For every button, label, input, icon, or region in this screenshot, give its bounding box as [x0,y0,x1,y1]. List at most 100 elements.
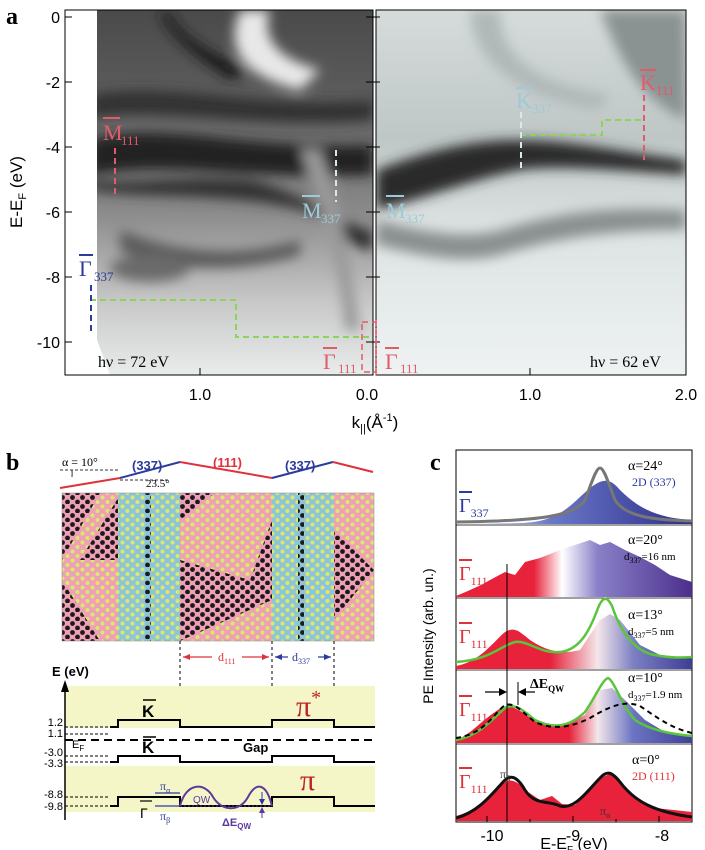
row-5-alpha: α=0° [632,753,660,768]
row-1-note: 2D (337) [632,475,676,489]
row-5-labels: Γ111 α=0° 2D (111) [459,753,675,796]
svg-text:1.1: 1.1 [48,728,63,740]
row-separators [456,524,692,745]
svg-text:337: 337 [405,211,425,226]
panel-a: a [6,4,697,435]
label-K111: K 111 [640,69,675,98]
svg-text:Γ: Γ [323,349,336,374]
delta-e-qw-label-b: ΔEQW [222,817,251,831]
row-2-alpha: α=20° [628,533,663,548]
label-G111-right: Γ 111 [385,347,419,376]
photon-energy-left: hν = 72 eV [98,354,169,371]
spectrum-row-3-fill [456,614,692,669]
pi-alpha-label-c: πα [600,804,611,820]
row-4-note: d337=1.9 nm [628,689,683,703]
pi-label: π [300,764,315,797]
label-K337: K 337 [516,87,552,116]
svg-text:d337: d337 [292,650,310,666]
energy-axis-label: E (eV) [52,664,89,679]
y-axis-ticks-a [65,16,687,375]
surface-profile [59,461,374,489]
spectrum-row-4-fit [456,676,692,742]
row-1-gamma: Γ337 [459,495,489,520]
panel-b: b α = 10° 23.5° (337) (111) (337) [6,450,375,831]
panel-c: c [420,449,693,850]
x-tick-labels-c: -10 -9 -8 [480,828,669,845]
y-axis-label-a: E-EF (eV) [7,156,29,228]
spectrum-row-4-dashed [456,702,692,739]
terrace-width-markers [179,641,335,686]
label-M337-right: M 337 [386,195,425,226]
row-3-gamma: Γ111 [459,626,488,651]
spectrum-row-3-fit [456,597,692,664]
svg-text:K: K [640,70,656,95]
arpes-image-left [64,9,374,376]
facet-label-337-right: (337) [285,458,315,473]
svg-text:-10: -10 [480,828,503,845]
point-labels-a: M 111 M 337 M 337 Γ 337 Γ 111 [79,69,675,376]
ytick-label: -8 [46,270,60,287]
energy-tick-labels: 1.2 1.1 -3.0 -3.3 -8.8 -9.8 [44,717,63,813]
svg-text:337: 337 [321,211,341,226]
row-labels: Γ337 α=24° 2D (337) Γ111 α=20° d337=16 n… [459,459,683,796]
dashed-guides-a [90,95,645,375]
spectrum-row-2-fill [456,540,692,597]
gamma-label: Γ [140,800,152,821]
x-axis-label-c: E-EF (eV) [540,836,607,850]
spectrum-row-5-fill [456,774,692,821]
row-4-alpha: α=10° [628,671,663,686]
quantum-well-sketch: QW πα πβ ΔEQW [155,779,273,831]
tilt-angle-label: α = 10° [62,455,98,469]
row-1-labels: Γ337 α=24° 2D (337) [459,459,676,520]
panel-letter-c: c [430,450,441,476]
arpes-image-right [375,9,687,376]
svg-text:111: 111 [400,361,419,376]
d111-arrow: d111 [183,648,269,666]
svg-text:Γ: Γ [385,349,398,374]
spectrum-row-4-fill [456,688,692,743]
svg-text:QW: QW [193,795,211,806]
y-axis-label-c: PE Intensity (arb. un.) [420,568,436,703]
xtick-label: 0.0 [356,387,378,404]
y-tick-labels-a: 0 -2 -4 -6 -8 -10 [37,10,60,352]
spectrum-row-1-fit [456,466,692,524]
x-tick-labels-a: 1.0 0.0 1.0 2.0 [189,387,697,404]
label-G337: Γ 337 [79,254,114,284]
step-angle-label: 23.5° [146,478,170,490]
label-M111: M 111 [103,117,140,148]
label-G111-left: Γ 111 [323,347,357,376]
x-ticks-c [486,816,660,822]
spectra [456,466,692,821]
svg-text:-3.3: -3.3 [44,758,63,770]
row-4-gamma: Γ111 [459,699,488,724]
svg-text:M: M [103,120,123,145]
panel-letter-a: a [6,4,18,30]
svg-text:K: K [142,702,155,721]
pi-alpha-label: πα [160,779,171,795]
svg-text:K: K [142,738,155,757]
d337-arrow: d337 [275,648,331,666]
ytick-label: -10 [37,335,60,352]
svg-text:-8.8: -8.8 [44,789,63,801]
facet-label-337-left: (337) [132,458,162,473]
row-4-labels: Γ111 α=10° d337=1.9 nm [459,671,683,724]
delta-e-qw-annotation: ΔEQW [485,677,564,705]
xtick-label: 1.0 [519,387,541,404]
pi-star-label: π* [296,687,321,723]
panel-letter-b: b [6,450,19,476]
ytick-label: -4 [46,140,60,157]
row-1-alpha: α=24° [628,459,663,474]
facet-label-111: (111) [213,455,242,470]
x-axis-label-a: k||(Å-1) [352,412,399,435]
ytick-label: 0 [51,10,60,27]
ef-label: EF [72,739,84,753]
k-label-upper: K [142,699,156,721]
svg-text:1.2: 1.2 [48,717,63,729]
row-3-alpha: α=13° [628,608,663,623]
svg-text:337: 337 [94,269,114,284]
xtick-label: 2.0 [675,387,697,404]
row-5-gamma: Γ111 [459,771,488,796]
svg-text:-9: -9 [566,828,580,845]
label-M337-left: M 337 [302,195,341,226]
